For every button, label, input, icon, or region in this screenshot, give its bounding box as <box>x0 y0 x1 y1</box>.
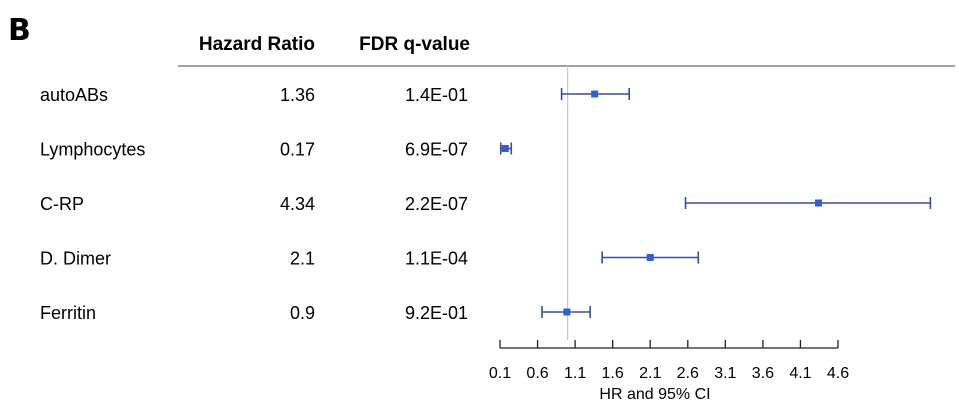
row-hazard-ratio: 0.17 <box>280 140 315 160</box>
row-hazard-ratio: 4.34 <box>280 194 315 214</box>
x-axis-title: HR and 95% CI <box>599 386 710 403</box>
hr-point <box>591 90 599 98</box>
x-tick-label: 3.6 <box>752 365 774 382</box>
x-tick-label: 3.1 <box>714 365 736 382</box>
row-q-value: 2.2E-07 <box>405 194 468 214</box>
row-label: D. Dimer <box>40 249 111 269</box>
row-q-value: 1.1E-04 <box>405 249 468 269</box>
row-q-value: 9.2E-01 <box>405 303 468 323</box>
hr-point <box>646 254 654 261</box>
x-tick-label: 2.6 <box>677 365 699 382</box>
row-q-value: 6.9E-07 <box>405 140 468 160</box>
fdr-q-value-header: FDR q-value <box>359 34 470 55</box>
row-hazard-ratio: 2.1 <box>290 249 315 269</box>
hr-point <box>563 308 571 316</box>
x-tick-label: 1.6 <box>602 365 624 382</box>
hr-point <box>814 199 822 207</box>
hazard-ratio-header: Hazard Ratio <box>199 34 315 55</box>
row-label: C-RP <box>40 194 84 214</box>
row-label: Lymphocytes <box>40 140 145 160</box>
x-tick-label: 0.6 <box>526 365 548 382</box>
row-label: Ferritin <box>40 303 96 323</box>
x-tick-label: 4.6 <box>827 365 849 382</box>
x-tick-label: 2.1 <box>639 365 661 382</box>
x-tick-label: 4.1 <box>789 365 811 382</box>
x-tick-label: 1.1 <box>564 365 586 382</box>
x-tick-label: 0.1 <box>489 365 511 382</box>
row-label: autoABs <box>40 85 108 105</box>
hr-point <box>501 145 509 152</box>
panel-label: B <box>8 13 31 48</box>
row-q-value: 1.4E-01 <box>405 85 468 105</box>
row-hazard-ratio: 1.36 <box>280 85 315 105</box>
row-hazard-ratio: 0.9 <box>290 303 315 323</box>
